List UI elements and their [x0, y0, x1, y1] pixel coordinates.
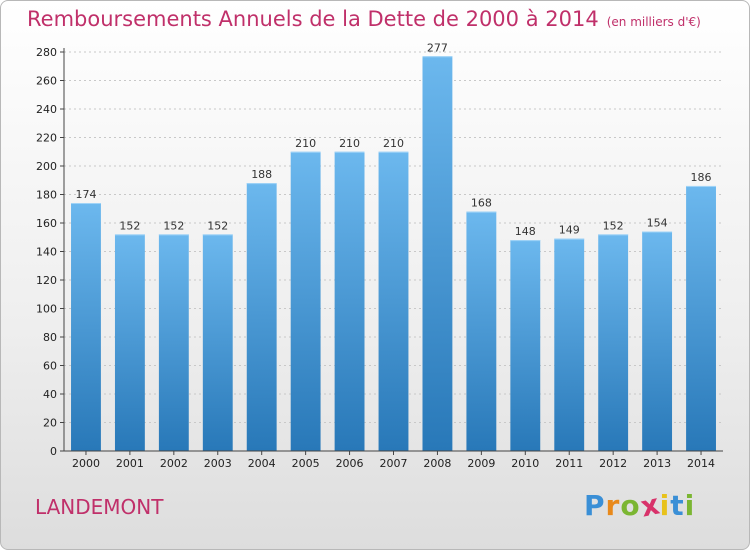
- y-tick-label: 180: [36, 189, 57, 202]
- bar-value-label: 152: [163, 219, 184, 232]
- logo-letter: i: [684, 489, 696, 522]
- bar: [686, 185, 716, 451]
- bar: [642, 231, 673, 451]
- bar-value-label: 152: [207, 219, 228, 232]
- y-tick-label: 260: [36, 75, 57, 88]
- bar-value-label: 210: [339, 137, 360, 150]
- bar-value-label: 210: [383, 137, 404, 150]
- chart-title: Remboursements Annuels de la Dette de 20…: [27, 7, 701, 31]
- logo-letter: i: [659, 489, 671, 522]
- bar: [246, 183, 277, 451]
- commune-name: LANDEMONT: [35, 495, 164, 519]
- bar-value-label: 210: [295, 137, 316, 150]
- bar-value-label: 168: [471, 197, 492, 210]
- bar: [334, 151, 365, 451]
- y-tick-label: 60: [43, 360, 57, 373]
- y-tick-label: 0: [50, 445, 57, 458]
- bar-value-label: 174: [75, 188, 96, 201]
- logo-letter: t: [670, 489, 685, 522]
- bar: [378, 151, 409, 451]
- y-tick-label: 100: [36, 303, 57, 316]
- bar: [466, 211, 497, 451]
- x-tick-label: 2002: [160, 457, 188, 470]
- x-tick-label: 2009: [467, 457, 495, 470]
- bar: [422, 56, 453, 452]
- x-tick-label: 2011: [555, 457, 583, 470]
- axes: [60, 48, 723, 455]
- x-tick-label: 2005: [292, 457, 320, 470]
- y-tick-label: 220: [36, 132, 57, 145]
- bar-value-label: 152: [119, 219, 140, 232]
- proxiti-logo: Proxiti: [584, 487, 696, 523]
- bar-value-label: 188: [251, 168, 272, 181]
- bar: [510, 240, 541, 451]
- y-tick-label: 20: [43, 417, 57, 430]
- bars: [71, 56, 716, 452]
- logo-letter: o: [620, 489, 641, 522]
- bar-value-label: 277: [427, 41, 448, 54]
- x-tick-label: 2003: [204, 457, 232, 470]
- y-tick-label: 280: [36, 46, 57, 59]
- y-tick-label: 140: [36, 246, 57, 259]
- bar-value-label: 148: [515, 225, 536, 238]
- x-tick-label: 2001: [116, 457, 144, 470]
- x-tick-label: 2004: [248, 457, 276, 470]
- chart-title-text: Remboursements Annuels de la Dette de 20…: [27, 7, 599, 31]
- bar-value-label: 152: [603, 219, 624, 232]
- bar: [554, 238, 585, 451]
- y-tick-label: 240: [36, 103, 57, 116]
- y-tick-label: 160: [36, 217, 57, 230]
- x-tick-label: 2014: [687, 457, 715, 470]
- bar-value-label: 154: [647, 217, 668, 230]
- bar: [290, 151, 321, 451]
- x-tick-label: 2013: [643, 457, 671, 470]
- chart-unit: (en milliers d'€): [606, 15, 701, 29]
- x-tick-label: 2012: [599, 457, 627, 470]
- labels: 0 20 40 60 80 100 120 140 160 180 200 220 240 260 280 1…: [36, 41, 715, 470]
- bar-value-label: 149: [559, 224, 580, 237]
- x-tick-label: 2010: [511, 457, 539, 470]
- x-tick-label: 2008: [423, 457, 451, 470]
- y-tick-label: 80: [43, 331, 57, 344]
- x-tick-label: 2007: [380, 457, 408, 470]
- y-tick-label: 40: [43, 388, 57, 401]
- y-tick-label: 200: [36, 160, 57, 173]
- logo-letter: r: [605, 489, 621, 522]
- x-tick-label: 2006: [336, 457, 364, 470]
- bar: [114, 234, 145, 451]
- bar: [598, 234, 629, 451]
- bar-value-label: 186: [691, 171, 712, 184]
- bar: [202, 234, 233, 451]
- logo-letter: P: [584, 489, 606, 522]
- x-tick-label: 2000: [72, 457, 100, 470]
- bar: [71, 203, 101, 451]
- y-tick-label: 120: [36, 274, 57, 287]
- bar: [158, 234, 189, 451]
